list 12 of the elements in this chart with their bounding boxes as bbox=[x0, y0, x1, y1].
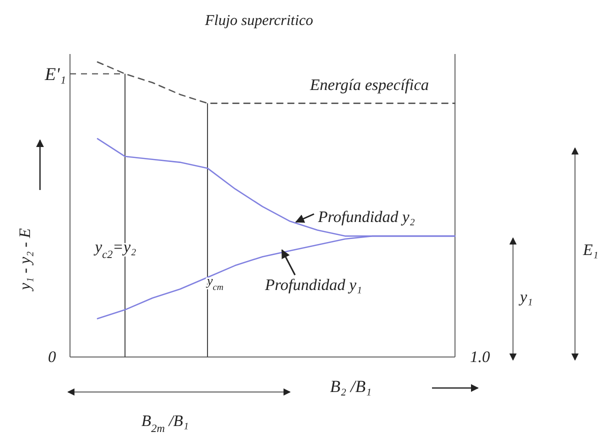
series-label: Energía específica bbox=[309, 77, 429, 94]
series-label: Profundidad y₁ bbox=[264, 277, 362, 294]
text: 0 bbox=[48, 349, 56, 366]
ref-line-label: E'₁ bbox=[44, 64, 66, 84]
text: B$_{2m}$ /B₁ bbox=[141, 413, 189, 435]
chart-title: Flujo supercritico bbox=[204, 13, 314, 29]
text: E₁ bbox=[582, 242, 598, 259]
x-axis-title: B₂ /B₁ bbox=[330, 377, 372, 396]
text: y₁ bbox=[518, 289, 533, 306]
series-label: Profundidad y₂ bbox=[317, 209, 416, 226]
text: 1.0 bbox=[470, 349, 490, 366]
y-axis-title: y₁ - y₂ - E bbox=[17, 228, 34, 292]
